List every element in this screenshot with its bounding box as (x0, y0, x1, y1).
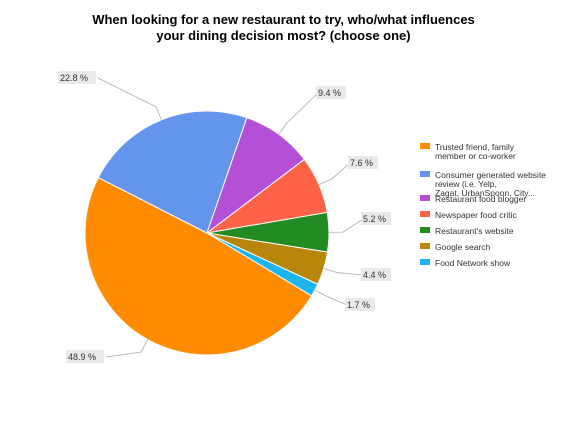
pie-slices (84, 110, 330, 356)
data-label-box (361, 268, 391, 281)
data-label-box (316, 86, 346, 99)
pie-slice (84, 176, 313, 356)
leader-line (105, 339, 149, 358)
data-label: 4.4 % (363, 270, 386, 280)
leader-line (318, 162, 351, 185)
chart-title-line-1: When looking for a new restaurant to try… (92, 12, 475, 27)
legend-entry: Food Network show (435, 258, 511, 268)
data-label: 5.2 % (363, 214, 386, 224)
legend-swatch (420, 195, 430, 201)
leader-line (278, 92, 319, 135)
data-label: 22.8 % (60, 73, 88, 83)
data-label-box (66, 350, 104, 363)
legend-entry: Restaurant's website (435, 226, 514, 236)
data-label: 48.9 % (68, 352, 96, 362)
legend-entry: Consumer generated website review (i.e. Y… (435, 170, 546, 198)
legend-swatch (420, 227, 430, 233)
legend-swatch (420, 211, 430, 217)
chart-title-line-2: your dining decision most? (choose one) (156, 28, 411, 43)
leader-line (97, 77, 162, 121)
leader-line (328, 218, 364, 233)
pie-slice (97, 110, 248, 234)
data-label: 1.7 % (347, 300, 370, 310)
legend-entry: Trusted friend, family member or co-worke… (435, 142, 516, 161)
legend-swatch (420, 259, 430, 265)
data-label-box (345, 298, 375, 311)
leader-line (323, 268, 364, 276)
legend-swatch (420, 143, 430, 149)
leader-line (314, 289, 348, 306)
data-label-box (361, 212, 391, 225)
legend-entry: Restaurant food blogger (435, 194, 526, 204)
legend-swatch (420, 243, 430, 249)
data-label-box (58, 71, 96, 84)
legend-swatch (420, 171, 430, 177)
pie-slice (206, 232, 319, 297)
data-label: 7.6 % (350, 158, 373, 168)
pie-labels: 48.9 % 22.8 % 9.4 % 7.6 % 5.2 % 4.4 % 1.7 % (58, 71, 391, 363)
legend-entry: Newspaper food critic (435, 210, 517, 220)
data-label-box (348, 156, 378, 169)
legend: Trusted friend, family member or co-worke… (420, 142, 546, 268)
data-label: 9.4 % (318, 88, 341, 98)
chart-title: When looking for a new restaurant to try… (0, 12, 567, 44)
legend-entry: Google search (435, 242, 491, 252)
